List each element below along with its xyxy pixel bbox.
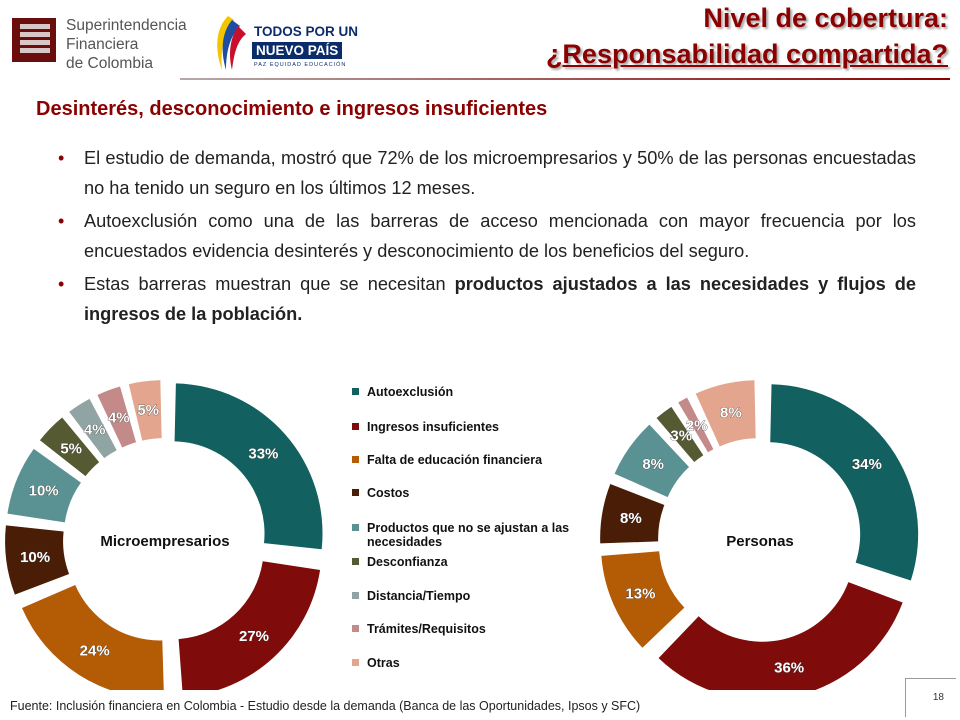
bullet-icon: •: [58, 211, 65, 231]
donut-slice: [678, 397, 714, 453]
section-subtitle: Desinterés, desconocimiento e ingresos i…: [36, 98, 548, 120]
legend-label: Productos que no se ajustan a las necesi…: [367, 521, 570, 549]
source-footnote: Fuente: Inclusión financiera en Colombia…: [10, 699, 641, 713]
slice-label: 4%: [108, 409, 130, 426]
donut-slice: [656, 406, 704, 463]
slice-label: 10%: [29, 483, 59, 500]
donut-slice: [7, 448, 81, 523]
legend-swatch: [352, 456, 359, 463]
slice-label: 27%: [239, 628, 269, 645]
donut-slice: [614, 424, 690, 498]
page-number-box: [905, 678, 956, 717]
slice-label: 34%: [852, 456, 882, 473]
page-title: Nivel de cobertura: ¿Responsabilidad com…: [546, 0, 948, 72]
legend-item: Ingresos insuficientes: [352, 420, 579, 434]
gov-logo: TODOS POR UN NUEVO PAÍS PAZ EQUIDAD EDUC…: [208, 12, 358, 74]
slice-label: 5%: [60, 441, 82, 458]
title-line: ¿Responsabilidad compartida?: [545, 39, 948, 69]
gov-logo-line: TODOS POR UN: [254, 24, 359, 39]
slice-label: 8%: [720, 404, 742, 421]
slice-label: 8%: [642, 456, 664, 473]
bullet-list: • El estudio de demanda, mostró que 72% d…: [58, 143, 916, 332]
bullet-icon: •: [58, 148, 65, 168]
donut-slice: [69, 398, 117, 459]
slice-label: 33%: [248, 446, 278, 463]
slice-label: 5%: [137, 402, 159, 419]
legend-label: Ingresos insuficientes: [367, 420, 499, 434]
donut-slice: [128, 380, 162, 441]
bullet-item: • Autoexclusión como una de las barreras …: [58, 206, 916, 266]
slice-label: 24%: [80, 643, 110, 660]
sfc-logo-line: Financiera: [66, 36, 139, 53]
donut-slice: [600, 484, 665, 544]
slice-label: 10%: [20, 549, 50, 566]
donut-slice: [174, 383, 323, 550]
bullet-icon: •: [58, 274, 65, 294]
gov-logo-line: PAZ EQUIDAD EDUCACIÓN: [254, 62, 347, 68]
donut-slice: [39, 417, 100, 477]
sfc-logo-line: de Colombia: [66, 55, 154, 72]
legend-item: Costos: [352, 486, 579, 500]
legend-swatch: [352, 625, 359, 632]
legend-label: Trámites/Requisitos: [367, 622, 486, 636]
slice-label: 8%: [620, 510, 642, 527]
bullet-text: Autoexclusión como una de las barreras d…: [84, 211, 916, 261]
gov-logo-line: NUEVO PAÍS: [252, 42, 343, 59]
slice-label: 4%: [84, 421, 106, 438]
sfc-logo-mark: [12, 18, 56, 62]
donut-slice: [5, 525, 70, 595]
donut-chart: 34% 36% 13% 8% 8% 3%2% 8% Personas: [600, 380, 919, 690]
legend-item: Falta de educación financiera: [352, 453, 579, 467]
legend-label: Distancia/Tiempo: [367, 589, 471, 603]
sfc-logo: Superintendencia Financiera de Colombia: [10, 14, 187, 72]
legend-swatch: [352, 659, 359, 666]
legend-item: Otras: [352, 656, 579, 670]
legend-item: Trámites/Requisitos: [352, 622, 579, 636]
legend-swatch: [352, 558, 359, 565]
legend-label: Autoexclusión: [367, 385, 454, 399]
bullet-text: El estudio de demanda, mostró que 72% de…: [84, 148, 916, 198]
legend-label: Otras: [367, 656, 400, 670]
legend-label: Costos: [367, 486, 410, 500]
legend-item: Productos que no se ajustan a las necesi…: [352, 521, 579, 549]
gov-logo-mark: [217, 16, 246, 70]
page-number: 18: [932, 692, 944, 703]
legend-swatch: [352, 489, 359, 496]
sfc-logo-line: Superintendencia: [66, 17, 187, 34]
donut-slice: [97, 386, 137, 448]
legend-item: Distancia/Tiempo: [352, 589, 579, 603]
title-line: Nivel de cobertura:: [703, 3, 948, 33]
legend-label: Desconfianza: [367, 555, 448, 569]
legend-label: Falta de educación financiera: [367, 453, 543, 467]
bullet-text: Estas barreras muestran que se necesitan: [84, 274, 455, 294]
donut-slice: [658, 582, 903, 690]
donut-slice: [601, 551, 685, 648]
bullet-item: • El estudio de demanda, mostró que 72% d…: [58, 143, 916, 203]
slice-label: 2%: [686, 417, 708, 434]
slice-label: 3%: [670, 427, 692, 444]
slice-label: 36%: [774, 660, 804, 677]
legend-swatch: [352, 592, 359, 599]
legend-item: Autoexclusión: [352, 385, 579, 399]
bullet-bold-text: productos ajustados a las necesidades y …: [84, 274, 916, 324]
donut-center-label: Microempresarios: [100, 533, 229, 550]
legend-swatch: [352, 423, 359, 430]
legend-item: Desconfianza: [352, 555, 579, 569]
title-divider: [180, 78, 950, 80]
donut-slice: [21, 585, 164, 690]
donut-chart: 33%27%24%10%10%5%4%4% 5%Microempresarios: [5, 380, 323, 690]
slice-label: 13%: [625, 586, 655, 603]
legend-swatch: [352, 388, 359, 395]
donut-slice: [770, 384, 919, 581]
donut-slice: [695, 380, 756, 447]
donut-charts: 33%27%24%10%10%5%4%4% 5%Microempresarios3…: [5, 380, 919, 690]
donut-slice: [178, 561, 321, 690]
donut-center-label: Personas: [726, 533, 794, 550]
legend-swatch: [352, 524, 359, 531]
bullet-item: • Estas barreras muestran que se necesita…: [58, 269, 916, 329]
